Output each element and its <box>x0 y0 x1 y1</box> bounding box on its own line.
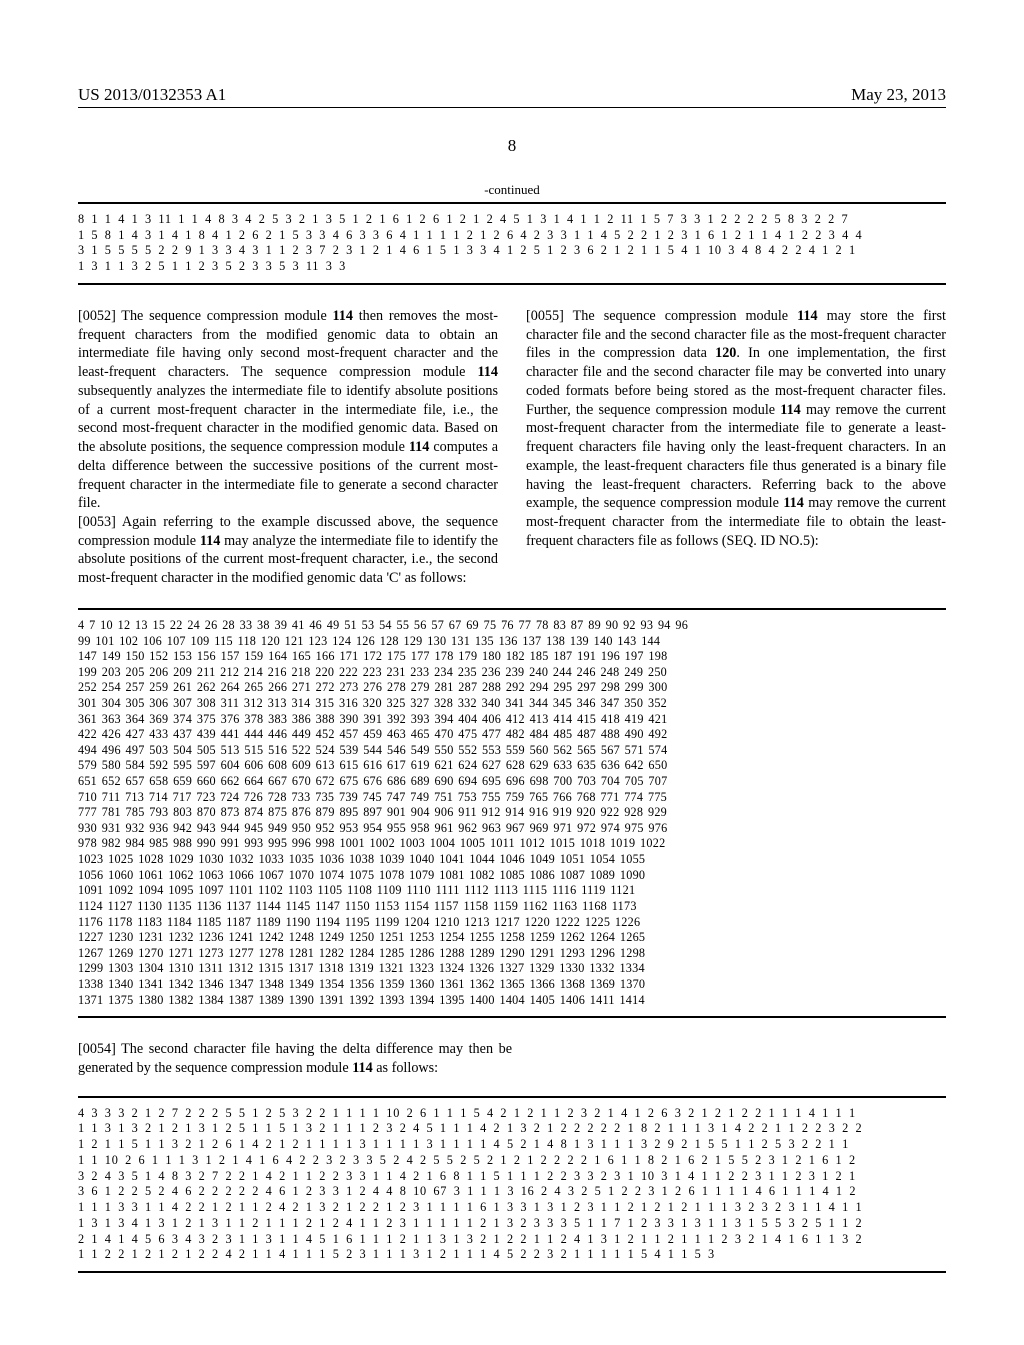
continued-label: -continued <box>78 182 946 198</box>
data-block-3: 4 3 3 3 2 1 2 7 2 2 2 5 5 1 2 5 3 2 2 1 … <box>78 1096 946 1273</box>
para-num: [0054] <box>78 1041 116 1057</box>
data-block-2: 4 7 10 12 13 15 22 24 26 28 33 38 39 41 … <box>78 608 946 1018</box>
data-block-1: 8 1 1 4 1 3 11 1 1 4 8 3 4 2 5 3 2 1 3 5… <box>78 202 946 285</box>
left-column: [0052] The sequence compression module 1… <box>78 307 498 588</box>
paragraph-0053: [0053] Again referring to the example di… <box>78 513 498 588</box>
header-rule <box>78 107 946 108</box>
paragraph-0054: [0054] The second character file having … <box>78 1040 512 1077</box>
page-number: 8 <box>78 136 946 156</box>
paragraph-0052: [0052] The sequence compression module 1… <box>78 307 498 513</box>
paragraph-0055: [0055] The sequence compression module 1… <box>526 307 946 551</box>
para-num: [0055] <box>526 308 564 324</box>
two-column-text: [0052] The sequence compression module 1… <box>78 307 946 588</box>
pub-date: May 23, 2013 <box>851 85 946 105</box>
pub-number: US 2013/0132353 A1 <box>78 85 226 105</box>
para-num: [0053] <box>78 514 116 530</box>
right-column: [0055] The sequence compression module 1… <box>526 307 946 588</box>
para-num: [0052] <box>78 308 116 324</box>
page-header: US 2013/0132353 A1 May 23, 2013 <box>78 85 946 105</box>
